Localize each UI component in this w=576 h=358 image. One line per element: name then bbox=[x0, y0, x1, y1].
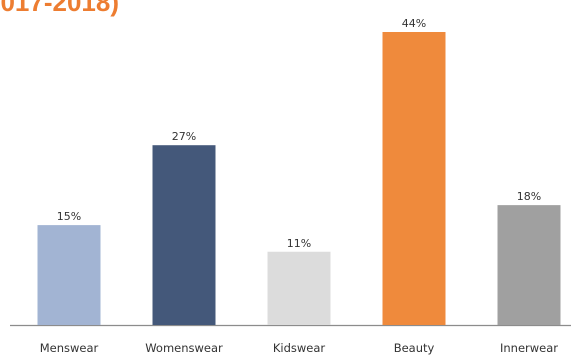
category-label-menswear: Menswear bbox=[40, 341, 99, 355]
value-labels-group: 15% 27% 11% 44% 18% bbox=[57, 17, 541, 250]
chart-title: 2017-2018) bbox=[0, 0, 119, 17]
bar-kidswear bbox=[267, 251, 331, 325]
value-label-kidswear: 11% bbox=[287, 237, 311, 250]
value-label-beauty: 44% bbox=[402, 17, 426, 30]
bar-beauty bbox=[382, 32, 446, 325]
category-label-beauty: Beauty bbox=[394, 341, 435, 355]
bar-menswear bbox=[37, 225, 101, 325]
category-label-kidswear: Kidswear bbox=[273, 341, 326, 355]
bars-group bbox=[37, 32, 561, 325]
value-label-womenswear: 27% bbox=[172, 130, 196, 143]
bar-innerwear bbox=[497, 205, 561, 325]
category-label-innerwear: Innerwear bbox=[500, 341, 558, 355]
value-label-innerwear: 18% bbox=[517, 190, 541, 203]
value-label-menswear: 15% bbox=[57, 210, 81, 223]
category-labels-group: Menswear Womenswear Kidswear Beauty Innerwea… bbox=[40, 341, 559, 355]
bar-womenswear bbox=[152, 145, 216, 325]
category-label-womenswear: Womenswear bbox=[145, 341, 223, 355]
